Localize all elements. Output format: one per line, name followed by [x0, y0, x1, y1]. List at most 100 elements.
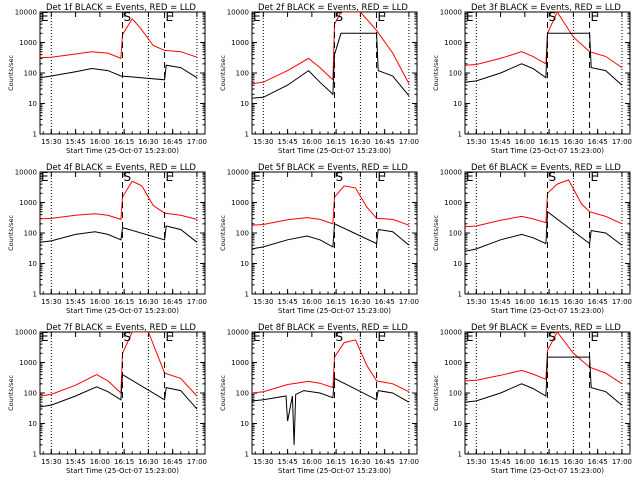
x-tick-label: 16:00	[90, 298, 110, 306]
x-tick-label: 15:45	[277, 458, 297, 466]
panel-title: Det 9f BLACK = Events, RED = LLD	[471, 323, 621, 333]
marker-label-s: S	[124, 10, 132, 24]
x-tick-label: 17:00	[612, 298, 632, 306]
y-tick-label: 10000	[440, 169, 462, 177]
x-tick-label: 15:45	[490, 298, 510, 306]
series-line-black	[252, 223, 410, 250]
y-axis-label: Counts/sec	[219, 215, 227, 251]
x-tick-label: 15:30	[253, 458, 273, 466]
x-tick-label: 16:15	[539, 298, 559, 306]
panel-det-1f: Det 1f BLACK = Events, RED = LLD 1 10 100 10…	[7, 3, 207, 155]
series-line-black	[252, 377, 410, 445]
y-tick-label: 10	[240, 100, 249, 108]
y-tick-label: 10	[240, 420, 249, 428]
x-axis-label: Start Time (25-Oct-07 15:23:00)	[491, 467, 604, 475]
x-tick-label: 16:30	[350, 298, 370, 306]
y-tick-label: 1000	[19, 199, 37, 207]
y-tick-label: 10000	[227, 9, 249, 17]
marker-label-e-left: E	[466, 330, 474, 344]
series-line-black	[40, 373, 198, 410]
x-tick-label: 16:15	[539, 458, 559, 466]
series-line-red	[465, 332, 623, 385]
x-tick-label: 16:15	[539, 138, 559, 146]
y-tick-label: 1000	[444, 39, 462, 47]
marker-label-e-left: E	[41, 330, 49, 344]
y-tick-label: 10000	[227, 169, 249, 177]
y-tick-label: 10	[453, 260, 462, 268]
y-tick-label: 1	[33, 131, 37, 139]
marker-label-s: S	[336, 330, 344, 344]
y-tick-label: 1	[33, 291, 37, 299]
series-line-black	[465, 210, 623, 252]
series-line-black	[465, 356, 623, 406]
marker-label-s: S	[549, 10, 557, 24]
series-line-black	[40, 64, 198, 81]
series-line-red	[252, 339, 410, 394]
panel-title: Det 8f BLACK = Events, RED = LLD	[258, 323, 408, 333]
x-tick-label: 16:45	[163, 458, 183, 466]
y-tick-label: 100	[24, 230, 37, 238]
panel-det-3f: Det 3f BLACK = Events, RED = LLD 1 10 100 10…	[432, 3, 632, 155]
marker-label-e-left: E	[466, 170, 474, 184]
panel-det-9f: Det 9f BLACK = Events, RED = LLD 1 10 100 10…	[432, 323, 632, 475]
x-tick-label: 16:30	[350, 138, 370, 146]
x-tick-label: 16:30	[563, 138, 583, 146]
x-tick-label: 15:30	[466, 138, 486, 146]
x-tick-label: 16:45	[163, 138, 183, 146]
y-tick-label: 100	[24, 390, 37, 398]
x-tick-label: 15:30	[466, 458, 486, 466]
x-tick-label: 16:00	[302, 458, 322, 466]
x-tick-label: 15:30	[466, 298, 486, 306]
y-tick-label: 10	[453, 420, 462, 428]
marker-label-s: S	[549, 170, 557, 184]
y-tick-label: 100	[236, 70, 249, 78]
marker-label-e: E	[378, 10, 386, 24]
x-tick-label: 16:15	[114, 298, 134, 306]
x-tick-label: 16:00	[90, 138, 110, 146]
y-tick-label: 1	[458, 451, 462, 459]
marker-label-e-left: E	[41, 170, 49, 184]
y-axis-label: Counts/sec	[432, 375, 440, 411]
y-tick-label: 10000	[15, 169, 37, 177]
y-tick-label: 1000	[444, 359, 462, 367]
x-axis-label: Start Time (25-Oct-07 15:23:00)	[66, 147, 179, 155]
panel-title: Det 1f BLACK = Events, RED = LLD	[46, 3, 196, 13]
y-tick-label: 1	[245, 131, 249, 139]
x-tick-label: 16:45	[375, 298, 395, 306]
x-tick-label: 17:00	[399, 138, 419, 146]
marker-label-s: S	[549, 330, 557, 344]
x-tick-label: 16:00	[302, 138, 322, 146]
y-tick-label: 100	[236, 390, 249, 398]
marker-label-e: E	[166, 10, 174, 24]
y-tick-label: 10000	[440, 329, 462, 337]
x-axis-label: Start Time (25-Oct-07 15:23:00)	[278, 307, 391, 315]
x-axis-label: Start Time (25-Oct-07 15:23:00)	[66, 467, 179, 475]
y-tick-label: 10	[28, 260, 37, 268]
y-axis-label: Counts/sec	[432, 55, 440, 91]
x-tick-label: 15:45	[65, 458, 85, 466]
y-tick-label: 1000	[19, 359, 37, 367]
marker-label-e-left: E	[41, 10, 49, 24]
x-tick-label: 16:00	[302, 298, 322, 306]
x-tick-label: 16:30	[138, 458, 158, 466]
x-tick-label: 16:45	[588, 458, 608, 466]
marker-label-e: E	[166, 170, 174, 184]
y-tick-label: 100	[449, 70, 462, 78]
series-line-red	[40, 332, 198, 397]
marker-label-e-left: E	[466, 10, 474, 24]
x-tick-label: 17:00	[399, 298, 419, 306]
x-tick-label: 17:00	[187, 458, 207, 466]
y-tick-label: 10000	[15, 9, 37, 17]
y-tick-label: 1000	[231, 39, 249, 47]
y-tick-label: 100	[236, 230, 249, 238]
x-tick-label: 16:30	[563, 298, 583, 306]
y-tick-label: 1	[458, 291, 462, 299]
x-tick-label: 15:45	[65, 298, 85, 306]
y-tick-label: 1000	[231, 359, 249, 367]
x-tick-label: 15:30	[253, 138, 273, 146]
panel-det-6f: Det 6f BLACK = Events, RED = LLD 1 10 100 10…	[432, 163, 632, 315]
panel-det-5f: Det 5f BLACK = Events, RED = LLD 1 10 100 10…	[219, 163, 419, 315]
x-tick-label: 15:45	[277, 138, 297, 146]
panel-det-2f: Det 2f BLACK = Events, RED = LLD 1 10 100 10…	[219, 3, 419, 155]
x-tick-label: 15:45	[277, 298, 297, 306]
